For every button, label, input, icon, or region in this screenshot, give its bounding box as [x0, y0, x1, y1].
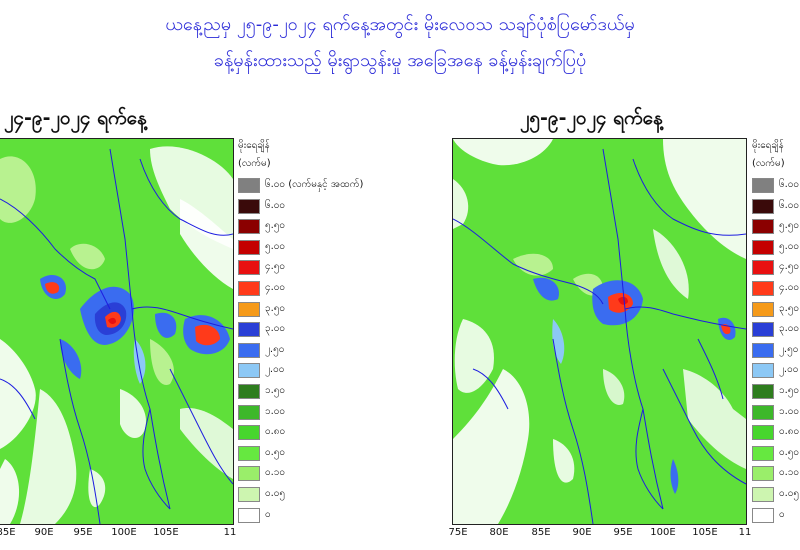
legend-label: ၀.၀၅: [779, 488, 800, 499]
legend-swatch: [238, 281, 260, 296]
legend-swatch: [752, 260, 774, 276]
legend-swatch: [752, 507, 774, 523]
right-map-title: ၂၅-၉-၂၀၂၄ ရက်နေ့: [520, 107, 663, 129]
left-x-axis: 85E 90E 95E 100E 105E 11: [0, 527, 239, 541]
legend-label: ၃.၀၀: [779, 323, 800, 335]
legend-label: ၀: [779, 508, 785, 520]
legend-label: ၁.၅၀: [779, 385, 800, 396]
legend-label: ၄.၀၀: [265, 282, 286, 293]
legend-label: ၄.၅၀: [779, 261, 800, 273]
legend-swatch: [238, 425, 260, 441]
header: ယနေ့ညမှ ၂၅-၉-၂၀၂၄ ရက်နေ့အတွင်း မိုးလေဝသ …: [0, 0, 800, 100]
legend-swatch: [238, 507, 260, 523]
legend-label: ၀.၅၀: [779, 446, 800, 458]
legend-label: ၀: [265, 508, 271, 520]
right-x-tick: 85E: [531, 527, 551, 538]
right-x-tick: 75E: [448, 527, 468, 538]
legend-label: ၁.၀၀: [265, 405, 286, 417]
legend-label: ၀.၁၀: [779, 467, 800, 479]
legend-swatch: [752, 384, 774, 399]
legend-swatch: [238, 178, 260, 193]
legend-swatch: [752, 178, 774, 193]
legend-label: ၄.၀၀: [779, 282, 800, 293]
left-x-tick: 85E: [0, 527, 16, 538]
legend-swatch: [752, 239, 774, 255]
legend-swatch: [238, 363, 260, 379]
right-legend-title: မိုးရေချိန်: [752, 140, 784, 151]
legend-label: ၃.၀၀: [265, 323, 286, 335]
right-x-tick: 100E: [650, 527, 676, 538]
right-map-graphic: [453, 139, 746, 524]
right-legend-unit: (လက်မ): [752, 158, 785, 169]
legend-swatch: [238, 384, 260, 399]
right-x-axis: 75E 80E 85E 90E 95E 100E 105E 11: [448, 527, 752, 541]
legend-label: ၁.၀၀: [779, 405, 800, 417]
legend-label: ၅.၀၀: [265, 240, 286, 252]
legend-label: ၃.၅၀: [779, 302, 800, 314]
left-legend-title: မိုးရေချိန်: [238, 140, 270, 151]
legend-label: ၂.၅၀: [265, 343, 285, 355]
legend-swatch: [238, 466, 260, 482]
right-legend: မိုးရေချိန် (လက်မ) ၆.၀၀ ၆.၀၀ ၅.၅၀ ၅.၀၀ ၄.၅၀၄…: [752, 138, 800, 523]
left-legend-unit: (လက်မ): [238, 158, 271, 169]
left-x-tick: 90E: [34, 527, 54, 538]
legend-label: ၅.၅၀: [265, 220, 286, 232]
legend-label: ၀.၈၀: [265, 426, 286, 438]
legend-label: ၅.၅၀: [779, 220, 800, 232]
legend-swatch: [238, 342, 260, 358]
right-x-tick: 105E: [692, 527, 718, 538]
legend-swatch: [752, 219, 774, 235]
legend-label: ၀.၀၅: [265, 488, 286, 499]
left-legend: မိုးရေချိန် (လက်မ) ၆.၀၀ (လက်မနှင့် အထက်)…: [238, 138, 378, 523]
legend-swatch: [238, 239, 260, 255]
legend-swatch: [752, 425, 774, 441]
legend-swatch: [752, 301, 774, 317]
legend-label: ၀.၁၀: [265, 467, 286, 479]
right-x-tick: 90E: [572, 527, 592, 538]
legend-swatch: [752, 198, 774, 214]
left-map-title: ၂၄-၉-၂၀၂၄ ရက်နေ့: [4, 107, 147, 129]
right-x-tick: 11: [738, 527, 752, 538]
legend-swatch: [752, 404, 774, 420]
legend-swatch: [238, 198, 260, 214]
legend-swatch: [238, 322, 260, 338]
legend-swatch: [238, 445, 260, 461]
left-map-graphic: [0, 139, 233, 524]
legend-swatch: [238, 404, 260, 420]
left-x-tick: 11: [223, 527, 237, 538]
right-x-tick: 80E: [489, 527, 509, 538]
legend-swatch: [752, 281, 774, 296]
right-rainfall-map: [452, 138, 747, 525]
legend-label: ၆.၀၀: [779, 199, 800, 211]
legend-swatch: [752, 487, 774, 502]
legend-swatch: [752, 466, 774, 482]
legend-label: ၅.၀၀: [779, 240, 800, 252]
legend-label: ၂.၀၀: [265, 364, 285, 376]
legend-label: ၀.၅၀: [265, 446, 286, 458]
legend-swatch: [238, 219, 260, 235]
legend-label: ၆.၀၀: [265, 199, 286, 211]
legend-label: ၆.၀၀: [779, 179, 800, 190]
left-x-tick: 95E: [73, 527, 93, 538]
legend-label: ၀.၈၀: [779, 426, 800, 438]
legend-label: ၂.၀၀: [779, 364, 799, 376]
header-title-line-2: ခန့်မှန်းထားသည့် မိုးရွာသွန်းမှု အခြေအနေ…: [213, 50, 587, 71]
legend-label: ၄.၅၀: [265, 261, 286, 273]
right-x-tick: 95E: [613, 527, 633, 538]
legend-label: ၁.၅၀: [265, 385, 286, 396]
legend-label: ၂.၅၀: [779, 343, 799, 355]
left-rainfall-map: [0, 138, 234, 525]
legend-swatch: [752, 445, 774, 461]
legend-swatch: [238, 487, 260, 502]
legend-swatch: [752, 342, 774, 358]
legend-swatch: [752, 322, 774, 338]
legend-label: ၃.၅၀: [265, 302, 286, 314]
legend-swatch: [752, 363, 774, 379]
legend-swatch: [238, 260, 260, 276]
legend-label: ၆.၀၀ (လက်မနှင့် အထက်): [265, 179, 364, 190]
left-x-tick: 100E: [111, 527, 137, 538]
header-title-line-1: ယနေ့ညမှ ၂၅-၉-၂၀၂၄ ရက်နေ့အတွင်း မိုးလေဝသ …: [165, 14, 635, 35]
legend-swatch: [238, 301, 260, 317]
left-x-tick: 105E: [153, 527, 179, 538]
